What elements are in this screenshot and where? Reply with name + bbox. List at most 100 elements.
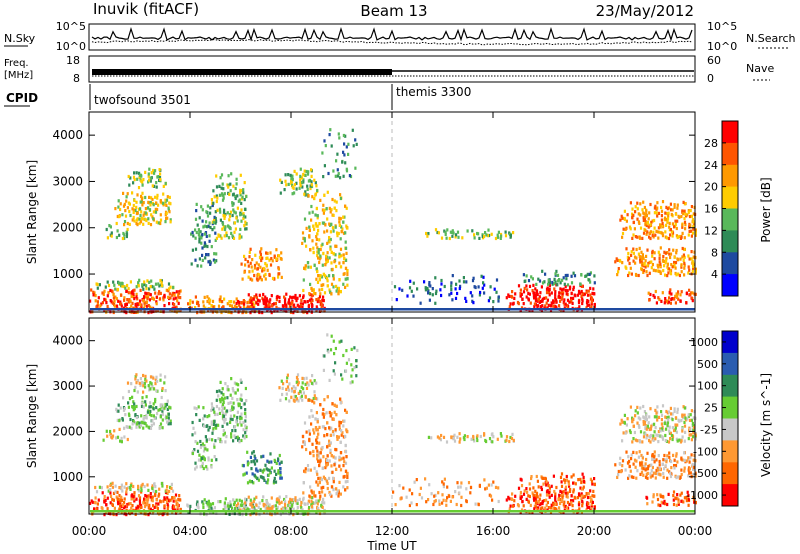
echo-cell	[651, 251, 654, 255]
echo-cell	[536, 292, 539, 296]
echo-cell	[436, 435, 439, 439]
echo-cell	[561, 295, 564, 299]
echo-cell	[234, 196, 237, 201]
echo-cell	[647, 421, 650, 425]
echo-cell	[328, 410, 331, 415]
echo-cell	[223, 420, 226, 424]
echo-cell	[139, 176, 142, 180]
echo-cell	[118, 494, 121, 498]
echo-cell	[198, 453, 201, 457]
echo-cell	[680, 468, 683, 472]
echo-cell	[650, 220, 653, 224]
echo-cell	[328, 378, 331, 382]
echo-cell	[687, 414, 690, 418]
echo-cell	[690, 433, 693, 437]
echo-cell	[231, 405, 234, 409]
echo-cell	[660, 214, 663, 218]
echo-cell	[152, 217, 155, 221]
echo-cell	[302, 278, 305, 282]
echo-cell	[622, 227, 625, 231]
echo-cell	[326, 190, 329, 194]
echo-cell	[434, 301, 437, 305]
echo-cell	[321, 466, 324, 470]
echo-cell	[227, 174, 230, 178]
echo-cell	[573, 495, 576, 499]
echo-cell	[669, 412, 673, 416]
echo-cell	[668, 290, 671, 294]
echo-cell	[175, 305, 178, 309]
echo-cell	[249, 298, 252, 303]
echo-cell	[405, 495, 408, 499]
echo-cell	[333, 352, 336, 356]
echo-cell	[238, 236, 241, 240]
echo-cell	[266, 501, 269, 505]
echo-cell	[202, 502, 205, 506]
echo-cell	[174, 296, 177, 300]
echo-cell	[202, 466, 205, 471]
echo-cell	[213, 215, 216, 219]
echo-cell	[310, 505, 314, 509]
echo-cell	[687, 456, 690, 460]
echo-cell	[218, 407, 221, 411]
echo-cell	[311, 239, 314, 243]
echo-cell	[545, 296, 548, 300]
echo-cell	[114, 287, 117, 291]
echo-cell	[219, 210, 222, 214]
echo-cell	[262, 266, 265, 271]
colorbar-swatch	[722, 208, 738, 231]
echo-cell	[688, 467, 691, 471]
echo-cell	[293, 303, 296, 307]
echo-cell	[235, 504, 238, 508]
echo-cell	[693, 222, 696, 226]
echo-cell	[171, 293, 174, 297]
echo-cell	[194, 295, 197, 299]
echo-cell	[294, 296, 297, 300]
echo-cell	[654, 476, 657, 480]
echo-cell	[675, 248, 678, 253]
echo-cell	[316, 453, 319, 457]
echo-cell	[308, 292, 311, 296]
echo-cell	[572, 296, 575, 300]
echo-cell	[667, 236, 671, 241]
echo-cell	[203, 498, 206, 502]
echo-cell	[577, 299, 581, 303]
echo-cell	[173, 505, 176, 509]
echo-cell	[308, 178, 312, 182]
echo-cell	[667, 440, 671, 444]
echo-cell	[209, 211, 212, 215]
echo-cell	[579, 282, 582, 286]
echo-cell	[674, 266, 677, 270]
echo-cell	[162, 298, 165, 302]
echo-cell	[681, 255, 684, 259]
echo-cell	[158, 178, 161, 182]
echo-cell	[467, 308, 470, 311]
echo-cell	[537, 485, 540, 489]
echo-cell	[142, 287, 145, 291]
echo-cell	[690, 229, 693, 233]
echo-cell	[628, 474, 631, 478]
echo-cell	[304, 470, 307, 474]
echo-cell	[131, 504, 134, 508]
echo-cell	[251, 301, 254, 305]
echo-cell	[446, 485, 449, 489]
echo-cell	[274, 504, 277, 508]
echo-cell	[152, 422, 155, 426]
echo-cell	[140, 303, 143, 307]
echo-cell	[577, 289, 581, 293]
echo-cell	[543, 499, 546, 503]
echo-cell	[278, 495, 281, 499]
echo-cell	[673, 225, 676, 229]
echo-cell	[238, 498, 241, 502]
echo-cell	[318, 490, 321, 495]
echo-cell	[682, 258, 685, 263]
echo-cell	[247, 461, 250, 465]
echo-cell	[644, 215, 647, 219]
echo-cell	[509, 302, 512, 306]
echo-cell	[346, 475, 349, 479]
echo-cell	[687, 271, 690, 275]
echo-cell	[171, 291, 174, 295]
echo-cell	[529, 301, 532, 305]
echo-cell	[278, 453, 281, 458]
echo-cell	[346, 486, 349, 490]
echo-cell	[336, 174, 339, 178]
